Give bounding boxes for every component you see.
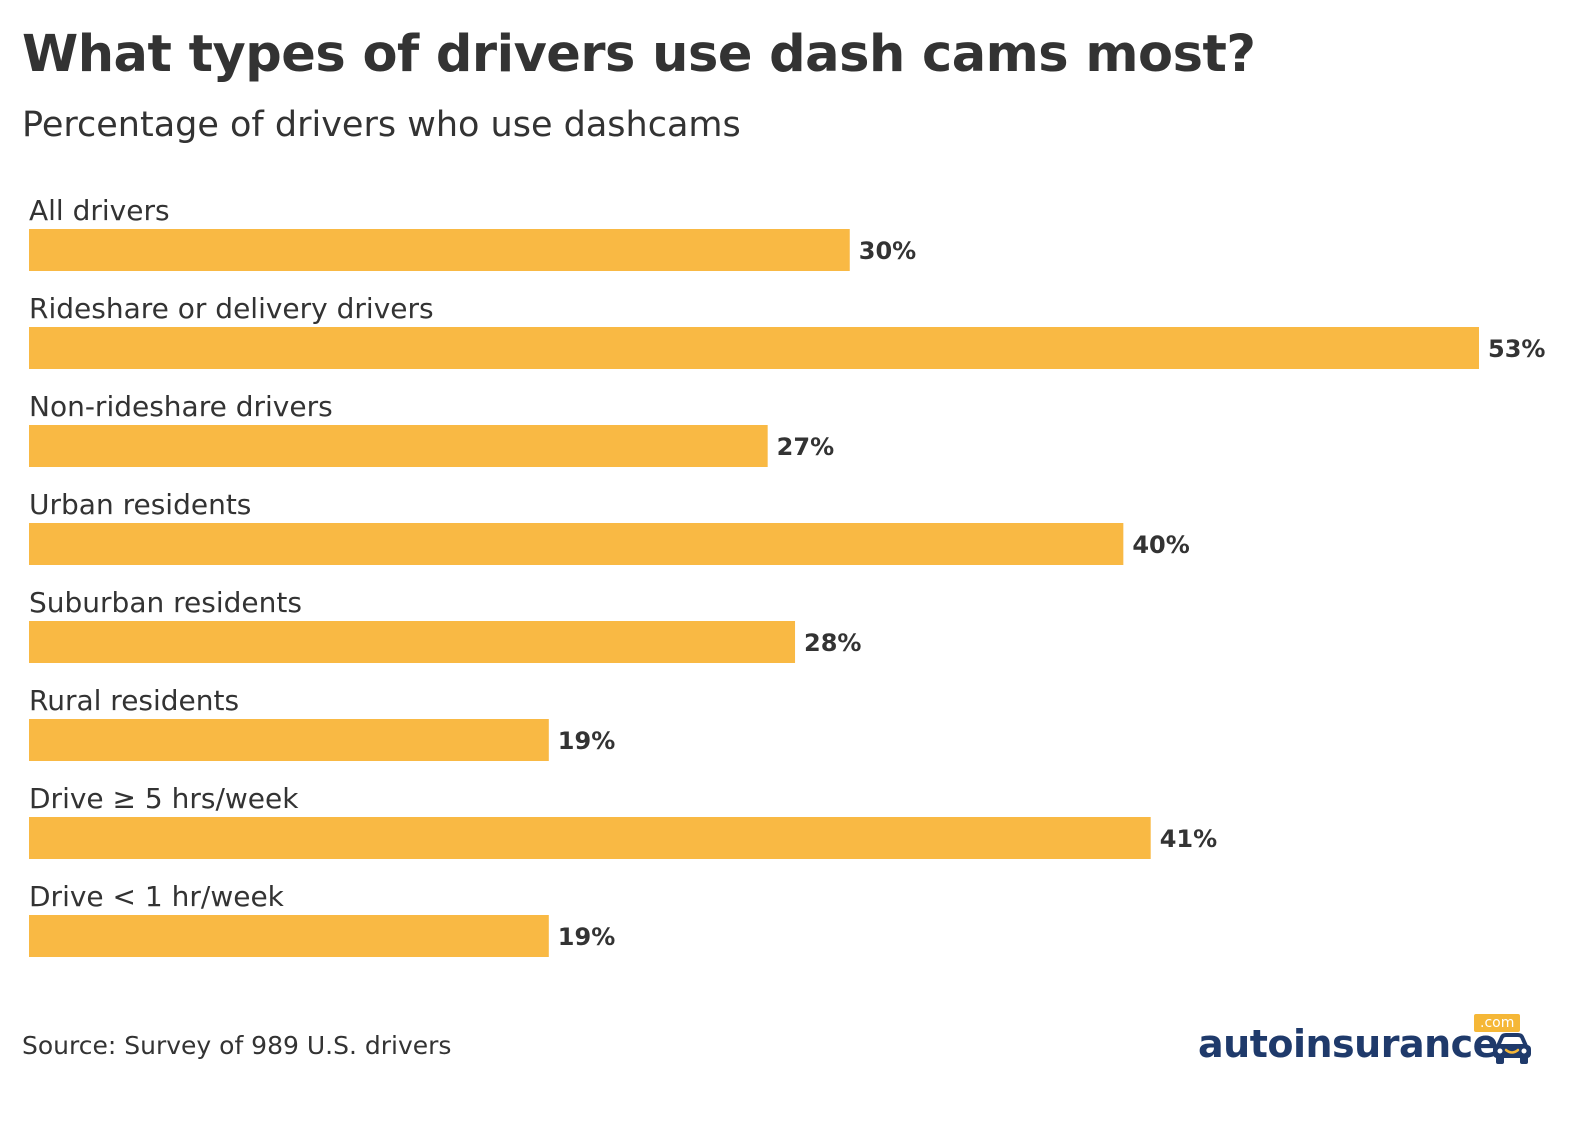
bar (29, 425, 768, 467)
category-label: Drive < 1 hr/week (29, 880, 285, 913)
bar (29, 621, 796, 663)
value-label: 19% (558, 923, 615, 951)
bar (29, 817, 1151, 859)
category-label: Rural residents (29, 684, 239, 717)
value-label: 28% (804, 629, 861, 657)
chart-subtitle: Percentage of drivers who use dashcams (22, 105, 741, 145)
bar (29, 523, 1124, 565)
bar-chart: All drivers 30% Rideshare or delivery driv… (29, 194, 1545, 957)
brand-logo: autoinsurance .com (1198, 1014, 1538, 1070)
bar (29, 719, 549, 761)
value-label: 19% (558, 727, 615, 755)
source-note: Source: Survey of 989 U.S. drivers (22, 1031, 452, 1060)
category-label: Urban residents (29, 488, 251, 521)
bar (29, 915, 549, 957)
value-label: 53% (1488, 335, 1545, 363)
bar (29, 229, 850, 271)
category-label: Suburban residents (29, 586, 302, 619)
category-label: Rideshare or delivery drivers (29, 292, 434, 325)
car-icon (1493, 1033, 1531, 1064)
value-label: 30% (859, 237, 916, 265)
value-label: 41% (1160, 825, 1217, 853)
category-label: Non-rideshare drivers (29, 390, 333, 423)
logo-com-badge: .com (1474, 1014, 1521, 1032)
chart-title: What types of drivers use dash cams most… (22, 25, 1256, 84)
bar (29, 327, 1479, 369)
category-label: Drive ≥ 5 hrs/week (29, 782, 299, 815)
value-label: 40% (1132, 531, 1189, 559)
value-label: 27% (777, 433, 834, 461)
category-label: All drivers (29, 194, 170, 227)
logo-wordmark: autoinsurance (1198, 1022, 1498, 1066)
